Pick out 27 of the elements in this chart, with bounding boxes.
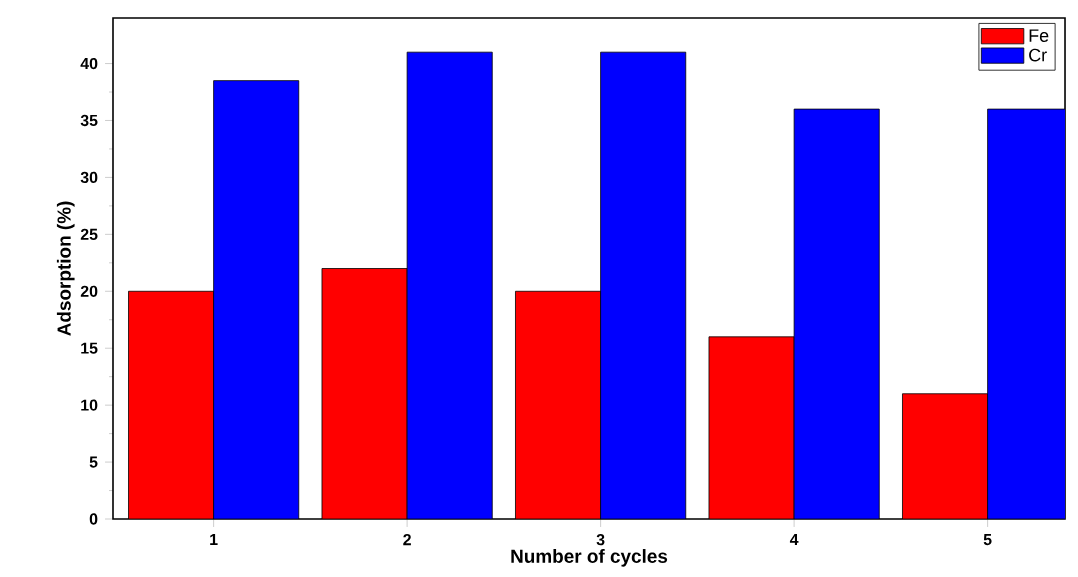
y-tick-label: 25 [80,228,98,240]
y-tick-label: 40 [80,57,98,70]
bar [321,268,408,519]
bar [794,109,880,519]
bar [213,80,299,519]
y-tick-label: 5 [89,456,98,468]
x-tick-label: 3 [596,534,605,546]
bar [407,52,493,519]
bar [515,291,601,519]
y-axis-title: Adsorption (%) [56,201,75,336]
bar [708,336,795,519]
x-tick-label: 2 [403,534,411,546]
x-tick-label: 1 [210,534,218,545]
bar [600,52,686,519]
y-tick-label: 0 [89,513,98,525]
bar [128,291,214,519]
y-tick-label: 10 [81,399,98,411]
bar [902,393,989,519]
x-axis-title: Number of cycles [511,549,668,567]
y-tick-label: 30 [80,171,98,184]
x-tick-label: 4 [789,534,799,545]
legend-label: Fe [1029,29,1049,42]
x-tick-label: 5 [983,534,992,546]
y-tick-label: 20 [80,285,98,297]
legend-label: Cr [1029,48,1047,62]
y-tick-label: 35 [80,114,98,127]
y-tick-label: 15 [81,342,98,354]
